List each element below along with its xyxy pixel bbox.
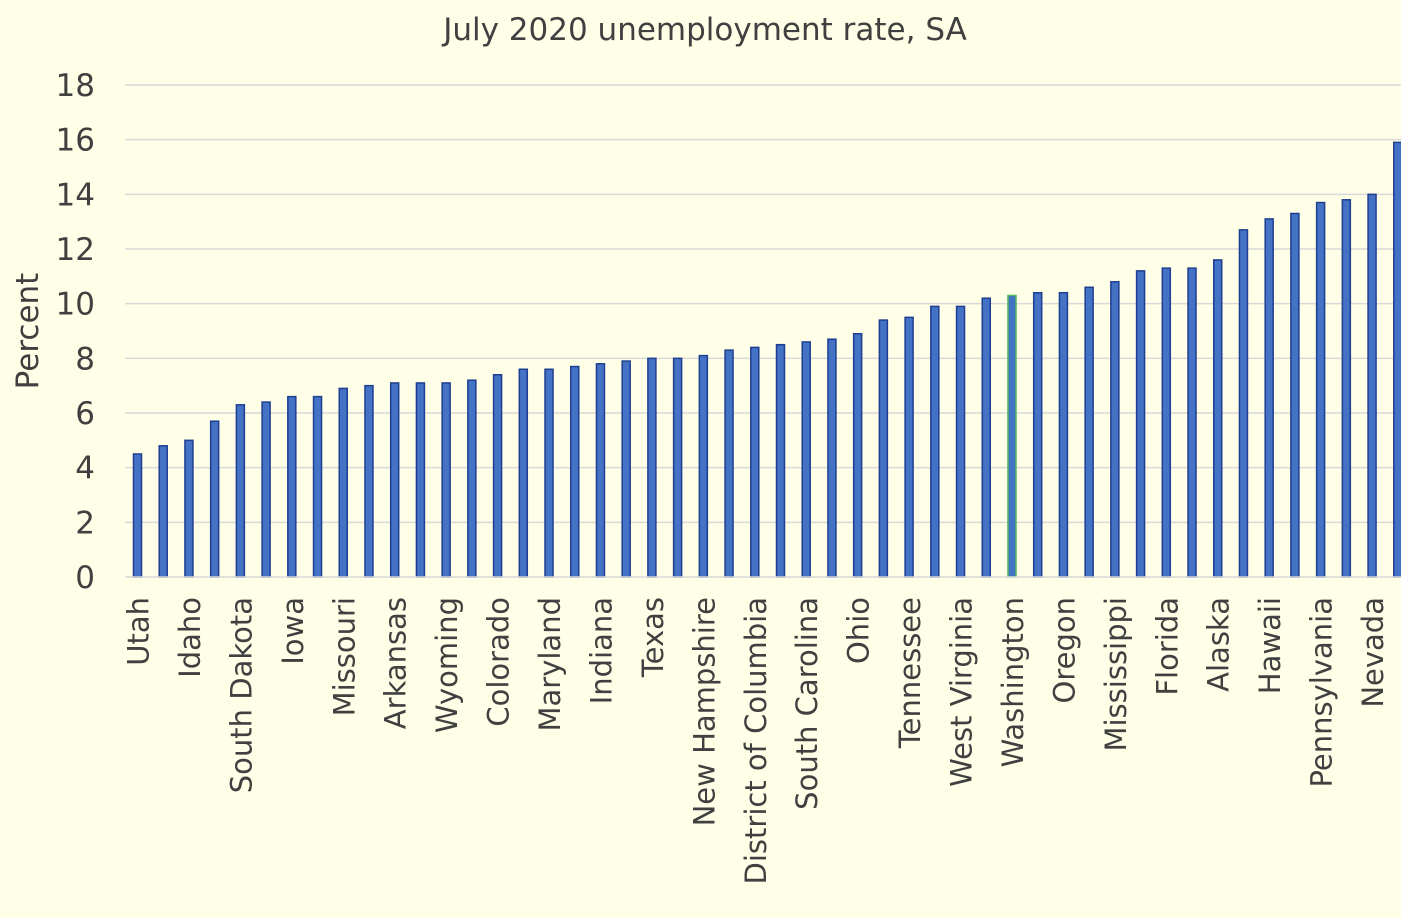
bar [1214,260,1222,577]
bar [828,339,836,577]
x-tick-label: Oregon [1047,597,1081,703]
y-tick-label: 2 [75,505,95,541]
x-tick-label: Maryland [533,597,567,732]
bar [1008,295,1016,577]
bars [134,142,1401,577]
bar [314,397,322,577]
y-tick-label: 16 [56,123,95,159]
x-tick-label: Iowa [276,597,310,665]
bar [648,358,656,577]
bar [134,454,142,577]
x-tick-label: South Carolina [790,597,824,810]
bar [622,361,630,577]
bar [494,375,502,577]
bar [957,306,965,577]
x-tick-label: Idaho [173,597,207,678]
y-axis-ticks: 0 2 4 6 8 10 12 14 16 18 [56,68,95,596]
bar [288,397,296,577]
x-tick-label: South Dakota [224,597,258,793]
x-tick-label: Hawaii [1253,597,1287,694]
bar [416,383,424,577]
bar [751,347,759,577]
x-tick-label: Ohio [842,597,876,664]
x-tick-label: Wyoming [430,597,464,733]
bar [1059,293,1067,577]
bar [1342,200,1350,577]
bar [674,358,682,577]
y-tick-label: 8 [75,341,95,377]
x-tick-label: Colorado [482,597,516,727]
y-tick-label: 4 [75,451,95,487]
x-tick-label: Utah [122,597,156,666]
bar [391,383,399,577]
bar [699,356,707,577]
bar [159,446,167,577]
y-tick-label: 14 [56,177,95,213]
bar [1085,287,1093,577]
x-tick-label: Florida [1150,597,1184,696]
bar [236,405,244,577]
x-tick-label: Alaska [1202,597,1236,692]
chart-title: July 2020 unemployment rate, SA [441,12,967,48]
x-tick-label: Texas [636,597,670,678]
bar [442,383,450,577]
bar [571,367,579,577]
x-tick-label: Tennessee [893,597,927,749]
y-tick-label: 18 [56,68,95,104]
bar [211,421,219,577]
bar [262,402,270,577]
x-tick-label: Mississippi [1099,597,1133,752]
bar [1291,213,1299,577]
bar [596,364,604,577]
bar [1188,268,1196,577]
y-tick-label: 0 [75,560,95,596]
bar [982,298,990,577]
bar [1239,230,1247,577]
bar [1394,142,1401,577]
bar [1368,194,1376,577]
bar [1111,282,1119,577]
bar [879,320,887,577]
bar [854,334,862,577]
y-tick-label: 12 [56,232,95,268]
x-tick-label: Indiana [584,597,618,704]
bar [468,380,476,577]
bar [1034,293,1042,577]
bar [905,317,913,577]
bar [545,369,553,577]
bar [185,440,193,577]
bar [519,369,527,577]
y-tick-label: 10 [56,287,95,323]
bar [365,386,373,577]
bar [777,345,785,577]
bar [802,342,810,577]
x-tick-label: District of Columbia [739,597,773,884]
x-tick-label: West Virginia [945,597,979,787]
x-tick-label: New Hampshire [687,597,721,826]
bar [1317,203,1325,577]
bar [1137,271,1145,577]
bar [1162,268,1170,577]
bar [931,306,939,577]
x-axis-ticks: Utah Idaho South Dakota Iowa Missouri Arkansa… [122,597,1391,884]
x-tick-label: Arkansas [379,597,413,729]
x-tick-label: Missouri [327,597,361,716]
bar [725,350,733,577]
x-tick-label: Nevada [1356,597,1390,708]
y-tick-label: 6 [75,396,95,432]
y-axis-label: Percent [10,273,46,390]
x-tick-label: Pennsylvania [1305,597,1339,788]
bar [1265,219,1273,577]
x-tick-label: Washington [996,597,1030,767]
bar [339,388,347,577]
